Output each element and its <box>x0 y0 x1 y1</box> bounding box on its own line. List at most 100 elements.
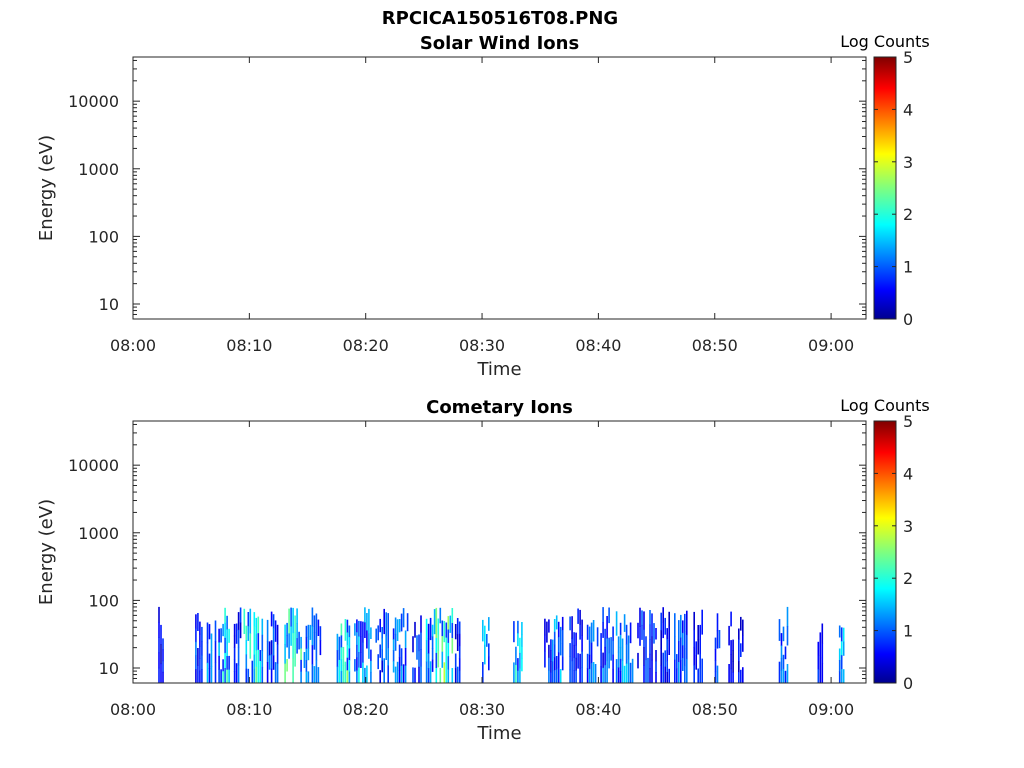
spectrogram-cell <box>573 644 575 659</box>
spectrogram-cell <box>266 619 269 642</box>
spectrogram-cell <box>588 668 591 684</box>
colorbar-tick-label: 4 <box>903 100 913 119</box>
spectrogram-cell <box>519 652 521 669</box>
spectrogram-cell <box>517 658 519 671</box>
spectrogram-cell <box>356 657 358 671</box>
spectrogram-cell <box>548 644 550 658</box>
spectrogram-cell <box>259 650 262 662</box>
x-tick-label: 08:20 <box>343 336 389 355</box>
spectrogram-cell <box>551 661 554 684</box>
spectrogram-cell <box>714 637 717 650</box>
colorbar-tick-label: 0 <box>903 310 913 329</box>
spectrogram-cell <box>519 637 521 654</box>
spectrogram-cell <box>427 668 430 684</box>
spectrogram-cell <box>286 659 288 672</box>
spectrogram-cell <box>643 611 645 630</box>
spectrogram-cell <box>162 638 164 651</box>
spectrogram-cell <box>548 657 550 671</box>
spectrogram-cell <box>427 638 430 654</box>
spectrogram-cell <box>249 633 252 659</box>
spectrogram-cell <box>383 608 385 635</box>
spectrogram-cell <box>714 660 717 673</box>
spectrogram-cell <box>360 636 362 653</box>
spectrogram-cell <box>615 659 618 684</box>
spectrogram-cell <box>298 631 300 650</box>
spectrogram-cell <box>253 612 256 627</box>
spectrogram-cell <box>456 634 459 651</box>
spectrogram-cell <box>600 649 602 667</box>
spectrogram-cell <box>784 670 787 684</box>
spectrogram-cell <box>379 618 381 633</box>
spectrogram-cell <box>693 629 695 648</box>
spectrogram-cell <box>838 660 841 672</box>
spectrogram-cell <box>315 659 318 684</box>
spectrogram-cell <box>270 640 273 655</box>
spectrogram-cell <box>197 613 199 631</box>
spectrogram-cell <box>449 615 452 633</box>
spectrogram-cell <box>784 646 787 660</box>
spectrogram-cell <box>307 624 310 637</box>
spectrogram-cell <box>660 612 662 631</box>
y-tick-label: 100 <box>88 227 119 246</box>
spectrogram-cell <box>451 623 454 639</box>
spectrogram-cell <box>195 669 197 684</box>
spectrogram-cell <box>257 633 260 651</box>
spectrogram-burst <box>206 620 217 684</box>
x-axis-label: Time <box>476 723 521 744</box>
spectrogram-cell <box>550 672 552 684</box>
spectrogram-cell <box>414 667 416 684</box>
spectrogram-cell <box>307 648 310 661</box>
spectrogram-cell <box>305 625 308 638</box>
spectrogram-cell <box>821 663 824 684</box>
spectrogram-cell <box>362 621 364 643</box>
spectrogram-cell <box>695 655 697 670</box>
spectrogram-cell <box>569 656 571 671</box>
spectrogram-cell <box>268 655 271 670</box>
spectrogram-cell <box>617 667 620 684</box>
spectrogram-cell <box>253 626 256 641</box>
spectrogram-cell <box>649 639 651 655</box>
spectrogram-cell <box>354 659 356 672</box>
spectrogram-cell <box>569 616 571 631</box>
spectrogram-cell <box>728 664 730 684</box>
spectrogram-cell <box>239 622 242 639</box>
spectrogram-cell <box>588 640 591 656</box>
spectrogram-cell <box>366 630 368 649</box>
y-tick-label: 1000 <box>78 524 119 543</box>
spectrogram-cell <box>666 639 668 651</box>
spectrogram-cell <box>571 660 573 684</box>
spectrogram-cell <box>158 637 160 654</box>
spectrogram-cell <box>257 666 260 684</box>
spectrogram-cell <box>693 665 695 684</box>
y-tick-label: 10 <box>99 295 119 314</box>
spectrogram-cell <box>617 636 620 653</box>
spectrogram-burst <box>569 608 583 684</box>
spectrogram-cell <box>420 649 422 667</box>
spectrogram-cell <box>300 659 302 672</box>
spectrogram-cell <box>458 621 461 635</box>
spectrogram-cell <box>437 634 440 652</box>
spectrogram-cell <box>387 665 389 684</box>
spectrogram-cell <box>728 625 730 646</box>
spectrogram-cell <box>358 636 360 653</box>
spectrogram-cell <box>313 666 316 684</box>
spectrogram-cell <box>838 671 841 684</box>
spectrogram-cell <box>201 626 203 642</box>
spectrogram-cell <box>233 647 236 660</box>
spectrogram-burst <box>284 607 302 684</box>
spectrogram-cell <box>392 650 395 662</box>
spectrogram-cell <box>307 636 310 649</box>
spectrogram-cell <box>840 641 843 656</box>
spectrogram-cell <box>387 630 389 649</box>
spectrogram-cell <box>294 615 296 633</box>
spectrogram-cell <box>158 667 160 684</box>
spectrogram-cell <box>684 613 686 632</box>
spectrogram-cell <box>684 648 686 667</box>
spectrogram-cell <box>738 650 740 662</box>
spectrogram-cell <box>619 671 622 684</box>
x-axis-label: Time <box>476 359 521 380</box>
spectrogram-cell <box>594 664 597 684</box>
spectrogram-cell <box>296 623 298 639</box>
spectrogram-cell <box>662 652 664 669</box>
spectrogram-cell <box>381 660 383 673</box>
